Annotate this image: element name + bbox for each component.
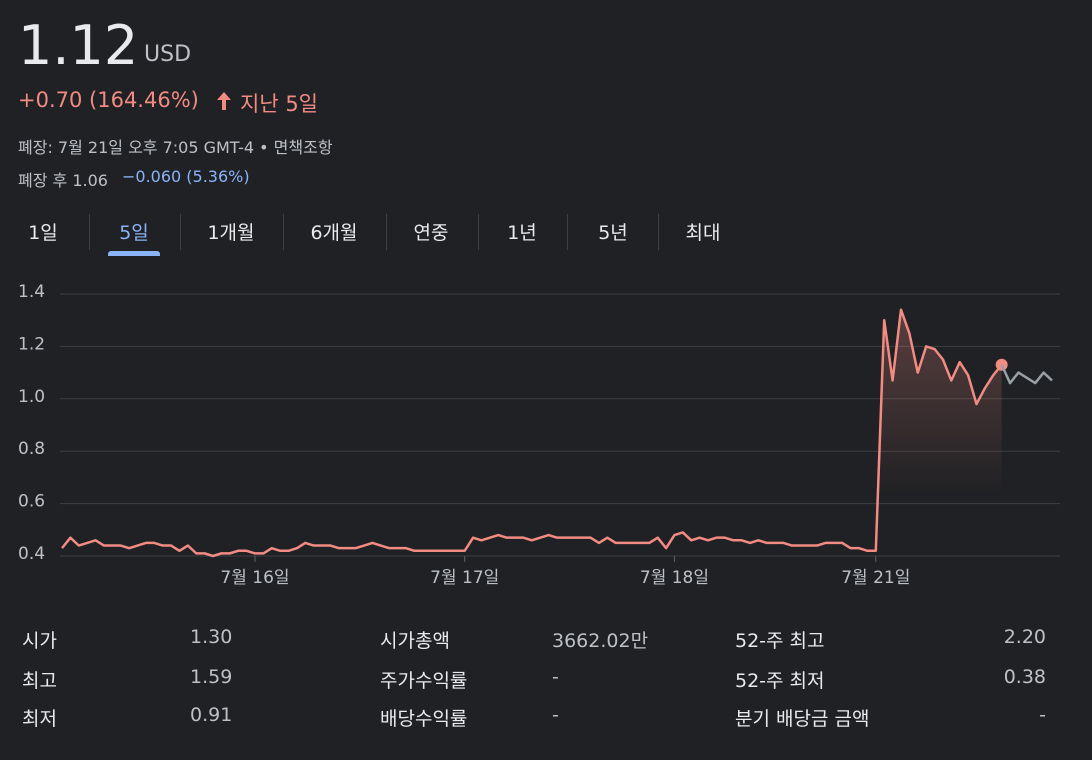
stat-value: - [552, 666, 559, 688]
area-fill [875, 309, 1002, 556]
x-tick-label: 7월 18일 [640, 568, 709, 588]
stat-value: 0.91 [190, 704, 233, 726]
range-tab[interactable]: 5년 [598, 222, 628, 244]
stat-value: 0.38 [1003, 666, 1046, 688]
range-tab[interactable]: 5일 [119, 222, 149, 244]
after-hours-price: 폐장 후 1.06 [18, 171, 108, 190]
stat-value: 1.30 [190, 626, 233, 648]
y-tick-label: 0.8 [18, 439, 45, 459]
x-tick-label: 7월 21일 [841, 568, 910, 588]
tab-separator [386, 214, 387, 250]
stat-label: 시가총액 [380, 630, 450, 652]
y-tick-label: 1.2 [18, 334, 45, 354]
range-tab[interactable]: 1년 [507, 222, 537, 244]
close-note: 폐장: 7월 21일 오후 7:05 GMT-4 • 면책조항 [18, 138, 333, 157]
price-line [61, 308, 1003, 558]
change: +0.70 (164.46%) [18, 88, 199, 112]
stat-value: 1.59 [190, 666, 233, 688]
tab-separator [180, 214, 181, 250]
range-tab[interactable]: 1일 [28, 222, 58, 244]
range-tab[interactable]: 최대 [685, 222, 721, 244]
price-line [1000, 364, 1053, 385]
y-tick-label: 0.6 [18, 492, 45, 512]
tab-separator [567, 214, 568, 250]
stat-label: 최고 [22, 670, 57, 692]
tab-indicator [108, 251, 160, 256]
tab-separator [478, 214, 479, 250]
stat-label: 52-주 최저 [735, 670, 825, 692]
tab-separator [658, 214, 659, 250]
price: 1.12 [18, 14, 139, 77]
stat-value: - [1039, 704, 1046, 726]
stat-label: 분기 배당금 금액 [735, 708, 870, 730]
stat-label: 배당수익률 [380, 708, 468, 730]
change-period: 지난 5일 [240, 92, 318, 116]
currency: USD [144, 42, 192, 67]
tab-separator [283, 214, 284, 250]
y-tick-label: 0.4 [18, 544, 45, 564]
stat-label: 52-주 최고 [735, 630, 825, 652]
stat-label: 주가수익률 [380, 670, 468, 692]
y-tick-label: 1.0 [18, 387, 45, 407]
stat-value: 2.20 [1003, 626, 1046, 648]
range-tab[interactable]: 1개월 [207, 222, 255, 244]
up-arrow [217, 92, 231, 110]
stat-value: 3662.02만 [552, 630, 649, 652]
range-tab[interactable]: 6개월 [310, 222, 358, 244]
stat-label: 최저 [22, 708, 57, 730]
after-hours-change: −0.060 (5.36%) [122, 167, 250, 186]
stat-value: - [552, 704, 559, 726]
stat-label: 시가 [22, 630, 57, 652]
y-tick-label: 1.4 [18, 282, 45, 302]
range-tab[interactable]: 연중 [413, 222, 449, 244]
tab-separator [89, 214, 90, 250]
x-tick-label: 7월 16일 [220, 568, 289, 588]
x-tick-label: 7월 17일 [430, 568, 499, 588]
